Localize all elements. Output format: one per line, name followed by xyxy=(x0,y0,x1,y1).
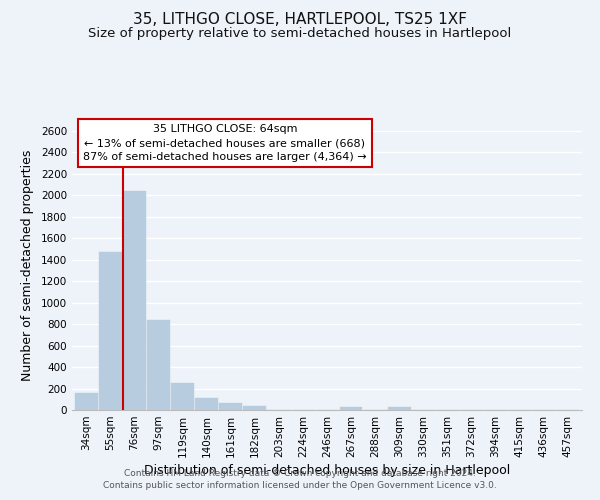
Bar xyxy=(123,191,146,410)
Text: 35 LITHGO CLOSE: 64sqm
← 13% of semi-detached houses are smaller (668)
87% of se: 35 LITHGO CLOSE: 64sqm ← 13% of semi-det… xyxy=(83,124,367,162)
Bar xyxy=(244,406,266,410)
X-axis label: Distribution of semi-detached houses by size in Hartlepool: Distribution of semi-detached houses by … xyxy=(144,464,510,477)
Bar xyxy=(99,252,122,410)
Bar xyxy=(75,394,98,410)
Bar xyxy=(388,408,410,410)
Text: Contains HM Land Registry data © Crown copyright and database right 2024.: Contains HM Land Registry data © Crown c… xyxy=(124,468,476,477)
Text: Size of property relative to semi-detached houses in Hartlepool: Size of property relative to semi-detach… xyxy=(88,28,512,40)
Bar xyxy=(171,382,194,410)
Y-axis label: Number of semi-detached properties: Number of semi-detached properties xyxy=(21,150,34,380)
Bar xyxy=(147,320,170,410)
Bar xyxy=(340,408,362,410)
Text: Contains public sector information licensed under the Open Government Licence v3: Contains public sector information licen… xyxy=(103,481,497,490)
Bar xyxy=(220,403,242,410)
Bar xyxy=(195,398,218,410)
Text: 35, LITHGO CLOSE, HARTLEPOOL, TS25 1XF: 35, LITHGO CLOSE, HARTLEPOOL, TS25 1XF xyxy=(133,12,467,28)
